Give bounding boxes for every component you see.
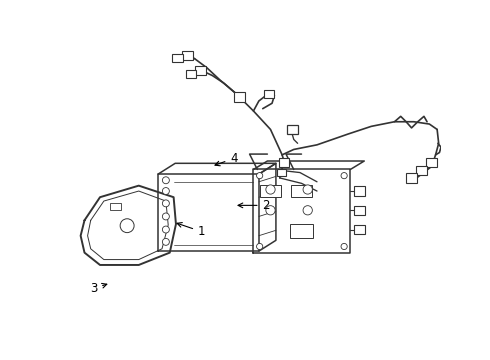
Bar (291, 185, 312, 197)
Bar (406, 173, 417, 183)
Circle shape (341, 172, 347, 179)
Text: 1: 1 (177, 222, 205, 238)
Bar (110, 203, 121, 210)
Circle shape (162, 226, 170, 233)
Polygon shape (253, 161, 364, 170)
Polygon shape (158, 163, 276, 174)
Bar (279, 158, 289, 167)
Bar (260, 185, 281, 197)
Circle shape (162, 188, 170, 194)
Text: 4: 4 (215, 152, 238, 166)
Circle shape (341, 243, 347, 249)
Polygon shape (158, 174, 259, 251)
Bar (354, 225, 365, 234)
Text: 3: 3 (90, 282, 107, 295)
Bar (426, 158, 437, 167)
Circle shape (257, 243, 263, 249)
Circle shape (303, 206, 312, 215)
Circle shape (162, 238, 170, 245)
Bar (182, 51, 193, 60)
Polygon shape (259, 163, 276, 251)
Circle shape (266, 185, 275, 194)
Bar (354, 206, 365, 215)
Bar (277, 169, 286, 176)
Polygon shape (253, 170, 350, 253)
Bar (172, 54, 183, 62)
Bar (287, 125, 297, 134)
Bar (290, 224, 313, 238)
Bar (264, 90, 274, 98)
Circle shape (266, 206, 275, 215)
Circle shape (257, 172, 263, 179)
Circle shape (120, 219, 134, 233)
Bar (354, 186, 365, 195)
Circle shape (162, 213, 170, 220)
Bar (234, 93, 245, 102)
Bar (416, 166, 427, 175)
Circle shape (303, 185, 312, 194)
Bar (196, 66, 206, 75)
Bar (186, 70, 196, 78)
Polygon shape (81, 186, 176, 265)
Circle shape (162, 177, 170, 184)
Circle shape (162, 200, 170, 207)
Text: 2: 2 (238, 199, 270, 212)
